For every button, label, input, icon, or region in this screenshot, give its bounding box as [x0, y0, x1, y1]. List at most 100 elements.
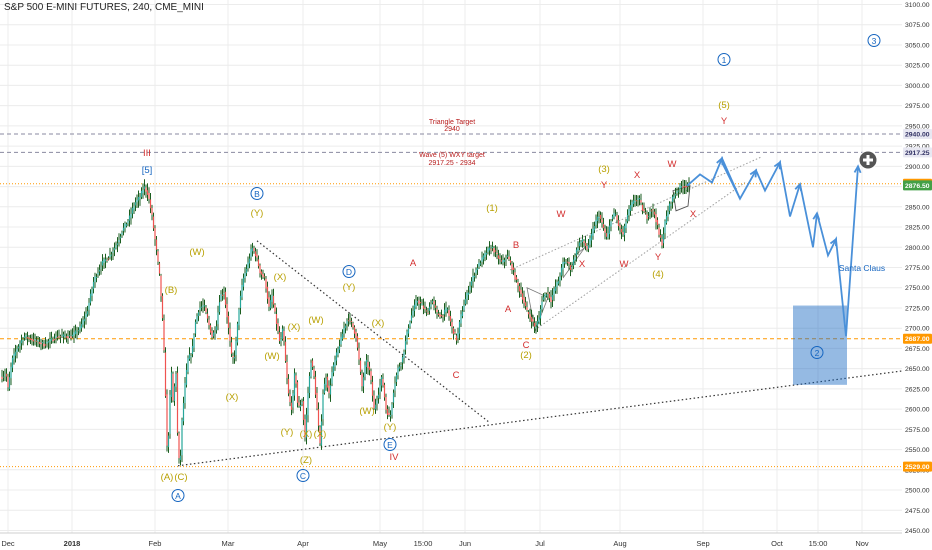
candle-body: [656, 219, 659, 226]
candle-body: [61, 335, 63, 337]
candle-body: [451, 322, 453, 328]
candle-body: [244, 272, 246, 279]
candle-body: [11, 357, 14, 368]
candle-body: [659, 235, 662, 238]
candle-body: [341, 333, 344, 340]
candle-body: [421, 303, 423, 305]
projection-arrowhead: [749, 168, 758, 178]
wave-label: E: [387, 440, 393, 450]
candle-body: [329, 385, 332, 395]
candle-body: [55, 335, 57, 338]
candle-body: [391, 404, 393, 415]
candle-body: [439, 314, 441, 318]
candle-body: [352, 323, 354, 328]
candle-body: [109, 254, 111, 257]
candle-body: [577, 247, 579, 251]
candle-body: [623, 225, 626, 236]
wave-label: (Z): [300, 455, 312, 466]
candle-body: [176, 372, 179, 433]
x-tick-label: 2018: [64, 539, 81, 548]
candle-body: [95, 276, 98, 278]
candle-body: [269, 300, 272, 308]
wave-label: A: [410, 258, 417, 269]
candle-body: [455, 335, 458, 341]
candle-body: [340, 336, 342, 345]
candle-body: [409, 322, 411, 327]
candle-body: [196, 316, 198, 323]
wave-circle-icon: [867, 34, 881, 47]
candle-body: [289, 394, 291, 403]
candle-body: [121, 232, 123, 235]
candle-body: [424, 307, 426, 310]
y-tick-label: 2800.00: [905, 245, 930, 252]
candle-body: [304, 419, 306, 438]
candle-body: [7, 376, 9, 388]
candle-body: [262, 273, 264, 277]
candle-body: [538, 317, 540, 323]
candle-body: [590, 233, 593, 241]
candle-body: [530, 316, 533, 322]
candle-body: [89, 293, 92, 303]
candle-body: [560, 267, 563, 276]
candle-body: [20, 340, 23, 344]
candle-body: [680, 186, 683, 188]
candle-body: [136, 199, 138, 203]
candle-body: [265, 278, 267, 289]
candle-body: [133, 206, 135, 210]
chart-title: S&P 500 E-MINI FUTURES, 240, CME_MINI: [4, 2, 204, 13]
candle-body: [53, 338, 56, 341]
triangle-trendline: [256, 240, 491, 424]
candle-body: [52, 339, 54, 342]
candle-body: [389, 415, 392, 417]
candle-body: [406, 331, 408, 342]
add-plus-button[interactable]: [858, 150, 878, 170]
candle-body: [187, 357, 189, 372]
candle-body: [650, 210, 653, 212]
candle-body: [419, 302, 422, 304]
candle-body: [124, 223, 126, 229]
candle-body: [220, 294, 222, 300]
candle-body: [481, 257, 483, 262]
candle-body: [356, 336, 359, 348]
wave-label: (Y): [384, 422, 397, 433]
candle-body: [553, 289, 555, 296]
lower-trendline: [177, 366, 932, 467]
wave-label: (X): [288, 322, 301, 333]
candle-body: [278, 332, 281, 342]
candle-body: [212, 332, 215, 337]
candle-body: [536, 321, 539, 326]
candle-body: [679, 185, 681, 190]
candle-body: [638, 198, 641, 200]
candle-body: [164, 352, 167, 397]
candle-body: [364, 365, 366, 377]
candle-body: [344, 325, 347, 329]
candle-body: [205, 307, 207, 313]
candle-body: [643, 209, 645, 212]
candle-body: [193, 335, 195, 348]
candle-body: [568, 262, 570, 264]
candle-body: [125, 224, 128, 226]
candle-body: [76, 332, 78, 334]
candle-body: [206, 313, 209, 319]
y-tick-label: 3000.00: [905, 83, 930, 90]
wave-label: (A): [161, 472, 174, 483]
candle-body: [161, 295, 164, 319]
candle-body: [241, 284, 243, 298]
candle-body: [605, 233, 608, 237]
candle-body: [461, 311, 464, 317]
triangle-small: [526, 287, 549, 333]
y-tick-label: 3100.00: [905, 2, 930, 9]
wave-circle-icon: [171, 489, 185, 502]
candle-body: [436, 309, 438, 313]
wave-label: A: [505, 304, 512, 315]
candle-body: [122, 227, 125, 232]
target-annotation: 2917.25 - 2934: [428, 160, 475, 167]
candle-body: [275, 314, 278, 325]
wave-label: (4): [652, 269, 664, 280]
candle-body: [215, 326, 218, 331]
wave-label: (X): [274, 272, 287, 283]
candle-body: [535, 326, 537, 328]
candle-body: [101, 260, 104, 266]
